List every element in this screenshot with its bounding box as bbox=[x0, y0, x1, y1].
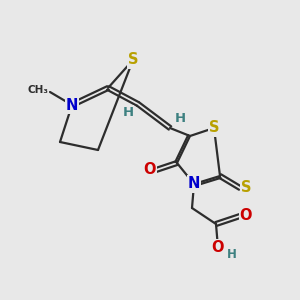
Text: N: N bbox=[66, 98, 78, 112]
Text: S: S bbox=[241, 181, 251, 196]
Text: CH₃: CH₃ bbox=[27, 85, 48, 95]
Text: H: H bbox=[227, 248, 237, 260]
Text: H: H bbox=[174, 112, 186, 125]
Text: O: O bbox=[240, 208, 252, 224]
Text: N: N bbox=[188, 176, 200, 191]
Text: S: S bbox=[128, 52, 138, 68]
Text: O: O bbox=[144, 163, 156, 178]
Text: S: S bbox=[209, 121, 219, 136]
Text: H: H bbox=[122, 106, 134, 118]
Text: O: O bbox=[212, 241, 224, 256]
